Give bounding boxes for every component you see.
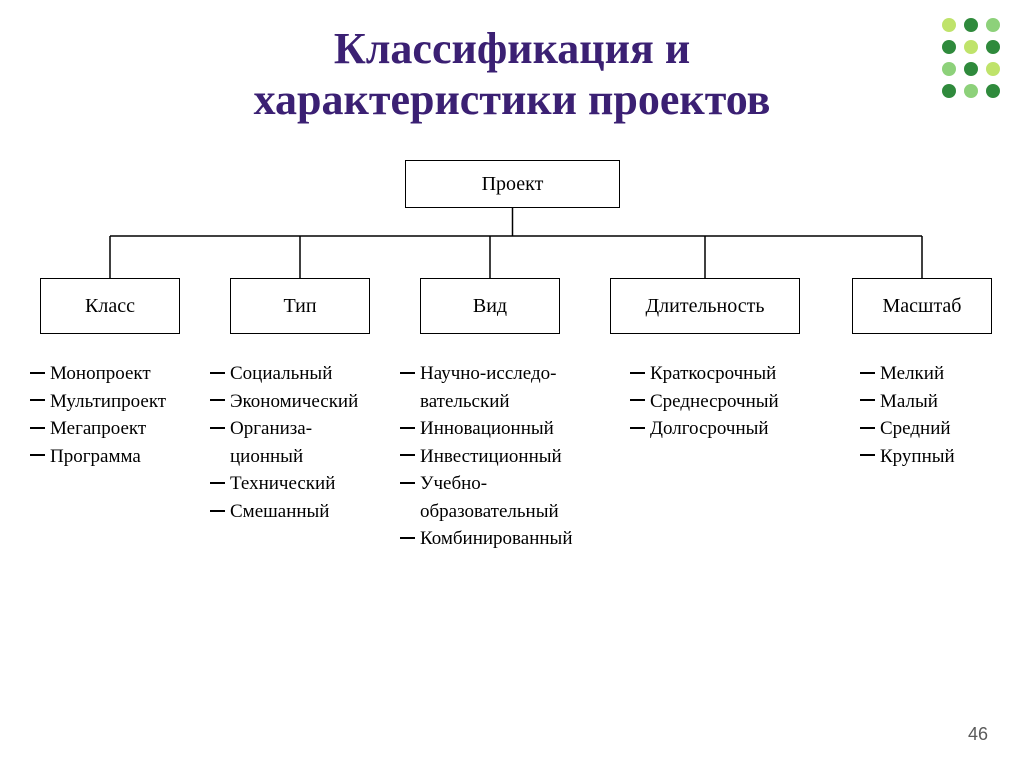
list-item: Научно-исследо- вательский bbox=[400, 360, 620, 415]
child-box-type: Тип bbox=[230, 278, 370, 334]
list-item: Среднесрочный bbox=[630, 388, 830, 416]
list-item: Инновационный bbox=[400, 415, 620, 443]
list-item: Крупный bbox=[860, 443, 1010, 471]
list-kind: Научно-исследо- вательскийИнновационныйИ… bbox=[400, 360, 620, 553]
child-box-kind: Вид bbox=[420, 278, 560, 334]
title-line-2: характеристики проектов bbox=[254, 75, 771, 124]
child-box-duration: Длительность bbox=[610, 278, 800, 334]
list-item: Программа bbox=[30, 443, 210, 471]
list-item: Организа- ционный bbox=[210, 415, 400, 470]
list-item: Экономический bbox=[210, 388, 400, 416]
child-box-class: Класс bbox=[40, 278, 180, 334]
list-item: Краткосрочный bbox=[630, 360, 830, 388]
list-item: Мегапроект bbox=[30, 415, 210, 443]
list-item: Мелкий bbox=[860, 360, 1010, 388]
list-item: Социальный bbox=[210, 360, 400, 388]
title-line-1: Классификация и bbox=[334, 24, 690, 73]
slide: Классификация и характеристики проектов … bbox=[0, 0, 1024, 767]
list-item: Монопроект bbox=[30, 360, 210, 388]
list-item: Комбинированный bbox=[400, 525, 620, 553]
list-duration: КраткосрочныйСреднесрочныйДолгосрочный bbox=[630, 360, 830, 443]
list-item: Учебно- образовательный bbox=[400, 470, 620, 525]
list-type: СоциальныйЭкономическийОрганиза- ционный… bbox=[210, 360, 400, 525]
root-box: Проект bbox=[405, 160, 620, 208]
child-box-scale: Масштаб bbox=[852, 278, 992, 334]
list-item: Мультипроект bbox=[30, 388, 210, 416]
list-item: Инвестиционный bbox=[400, 443, 620, 471]
page-number: 46 bbox=[968, 724, 988, 745]
list-class: МонопроектМультипроектМегапроектПрограмм… bbox=[30, 360, 210, 470]
list-item: Технический bbox=[210, 470, 400, 498]
list-scale: МелкийМалыйСреднийКрупный bbox=[860, 360, 1010, 470]
list-item: Долгосрочный bbox=[630, 415, 830, 443]
slide-title: Классификация и характеристики проектов bbox=[0, 24, 1024, 125]
list-item: Смешанный bbox=[210, 498, 400, 526]
list-item: Малый bbox=[860, 388, 1010, 416]
list-item: Средний bbox=[860, 415, 1010, 443]
